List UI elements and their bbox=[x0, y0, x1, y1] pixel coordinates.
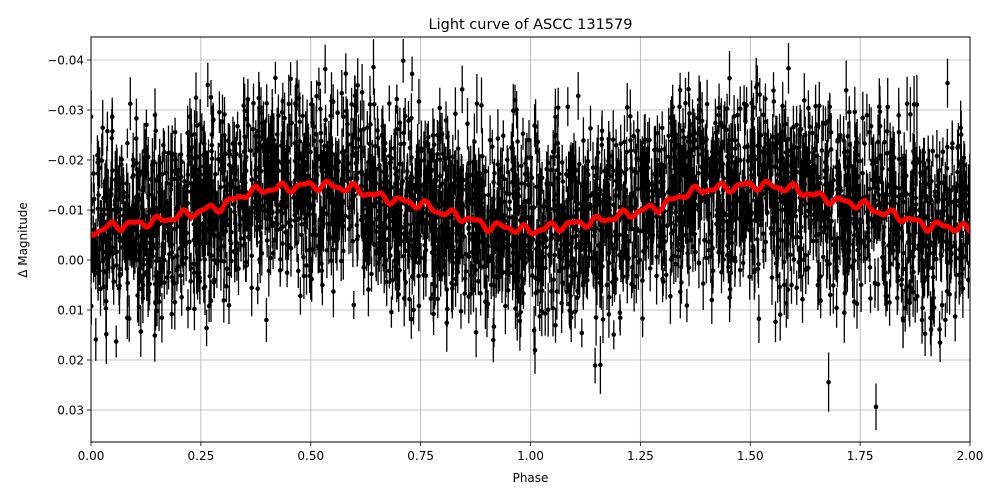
x-tick-label: 1.75 bbox=[847, 449, 874, 463]
x-tick-label: 1.50 bbox=[737, 449, 764, 463]
x-tick-label: 0.50 bbox=[297, 449, 324, 463]
y-tick-label: 0.02 bbox=[57, 353, 84, 367]
model-curve bbox=[91, 178, 970, 238]
x-tick-label: 0.00 bbox=[78, 449, 105, 463]
data-points-with-errorbars bbox=[91, 38, 970, 431]
x-tick-label: 1.00 bbox=[517, 449, 544, 463]
y-tick-label: 0.03 bbox=[57, 403, 84, 417]
x-tick-label: 0.25 bbox=[188, 449, 215, 463]
y-tick-label: 0.01 bbox=[57, 303, 84, 317]
y-axis-label: Δ Magnitude bbox=[16, 202, 30, 278]
y-tick-label: −0.04 bbox=[47, 53, 84, 67]
x-axis: 0.00 0.25 0.50 0.75 1.00 1.25 1.50 1.75 2.00 bbox=[78, 442, 984, 463]
x-tick-label: 1.25 bbox=[627, 449, 654, 463]
data-markers bbox=[91, 58, 970, 410]
x-tick-label: 0.75 bbox=[407, 449, 434, 463]
y-axis: −0.04 −0.03 −0.02 −0.01 0.00 0.01 0.02 0.03 bbox=[47, 53, 91, 417]
y-tick-label: −0.01 bbox=[47, 203, 84, 217]
y-tick-label: 0.00 bbox=[57, 253, 84, 267]
chart-title: Light curve of ASCC 131579 bbox=[429, 17, 633, 33]
x-axis-label: Phase bbox=[513, 471, 549, 485]
y-tick-label: −0.03 bbox=[47, 103, 84, 117]
y-tick-label: −0.02 bbox=[47, 153, 84, 167]
x-tick-label: 2.00 bbox=[957, 449, 984, 463]
